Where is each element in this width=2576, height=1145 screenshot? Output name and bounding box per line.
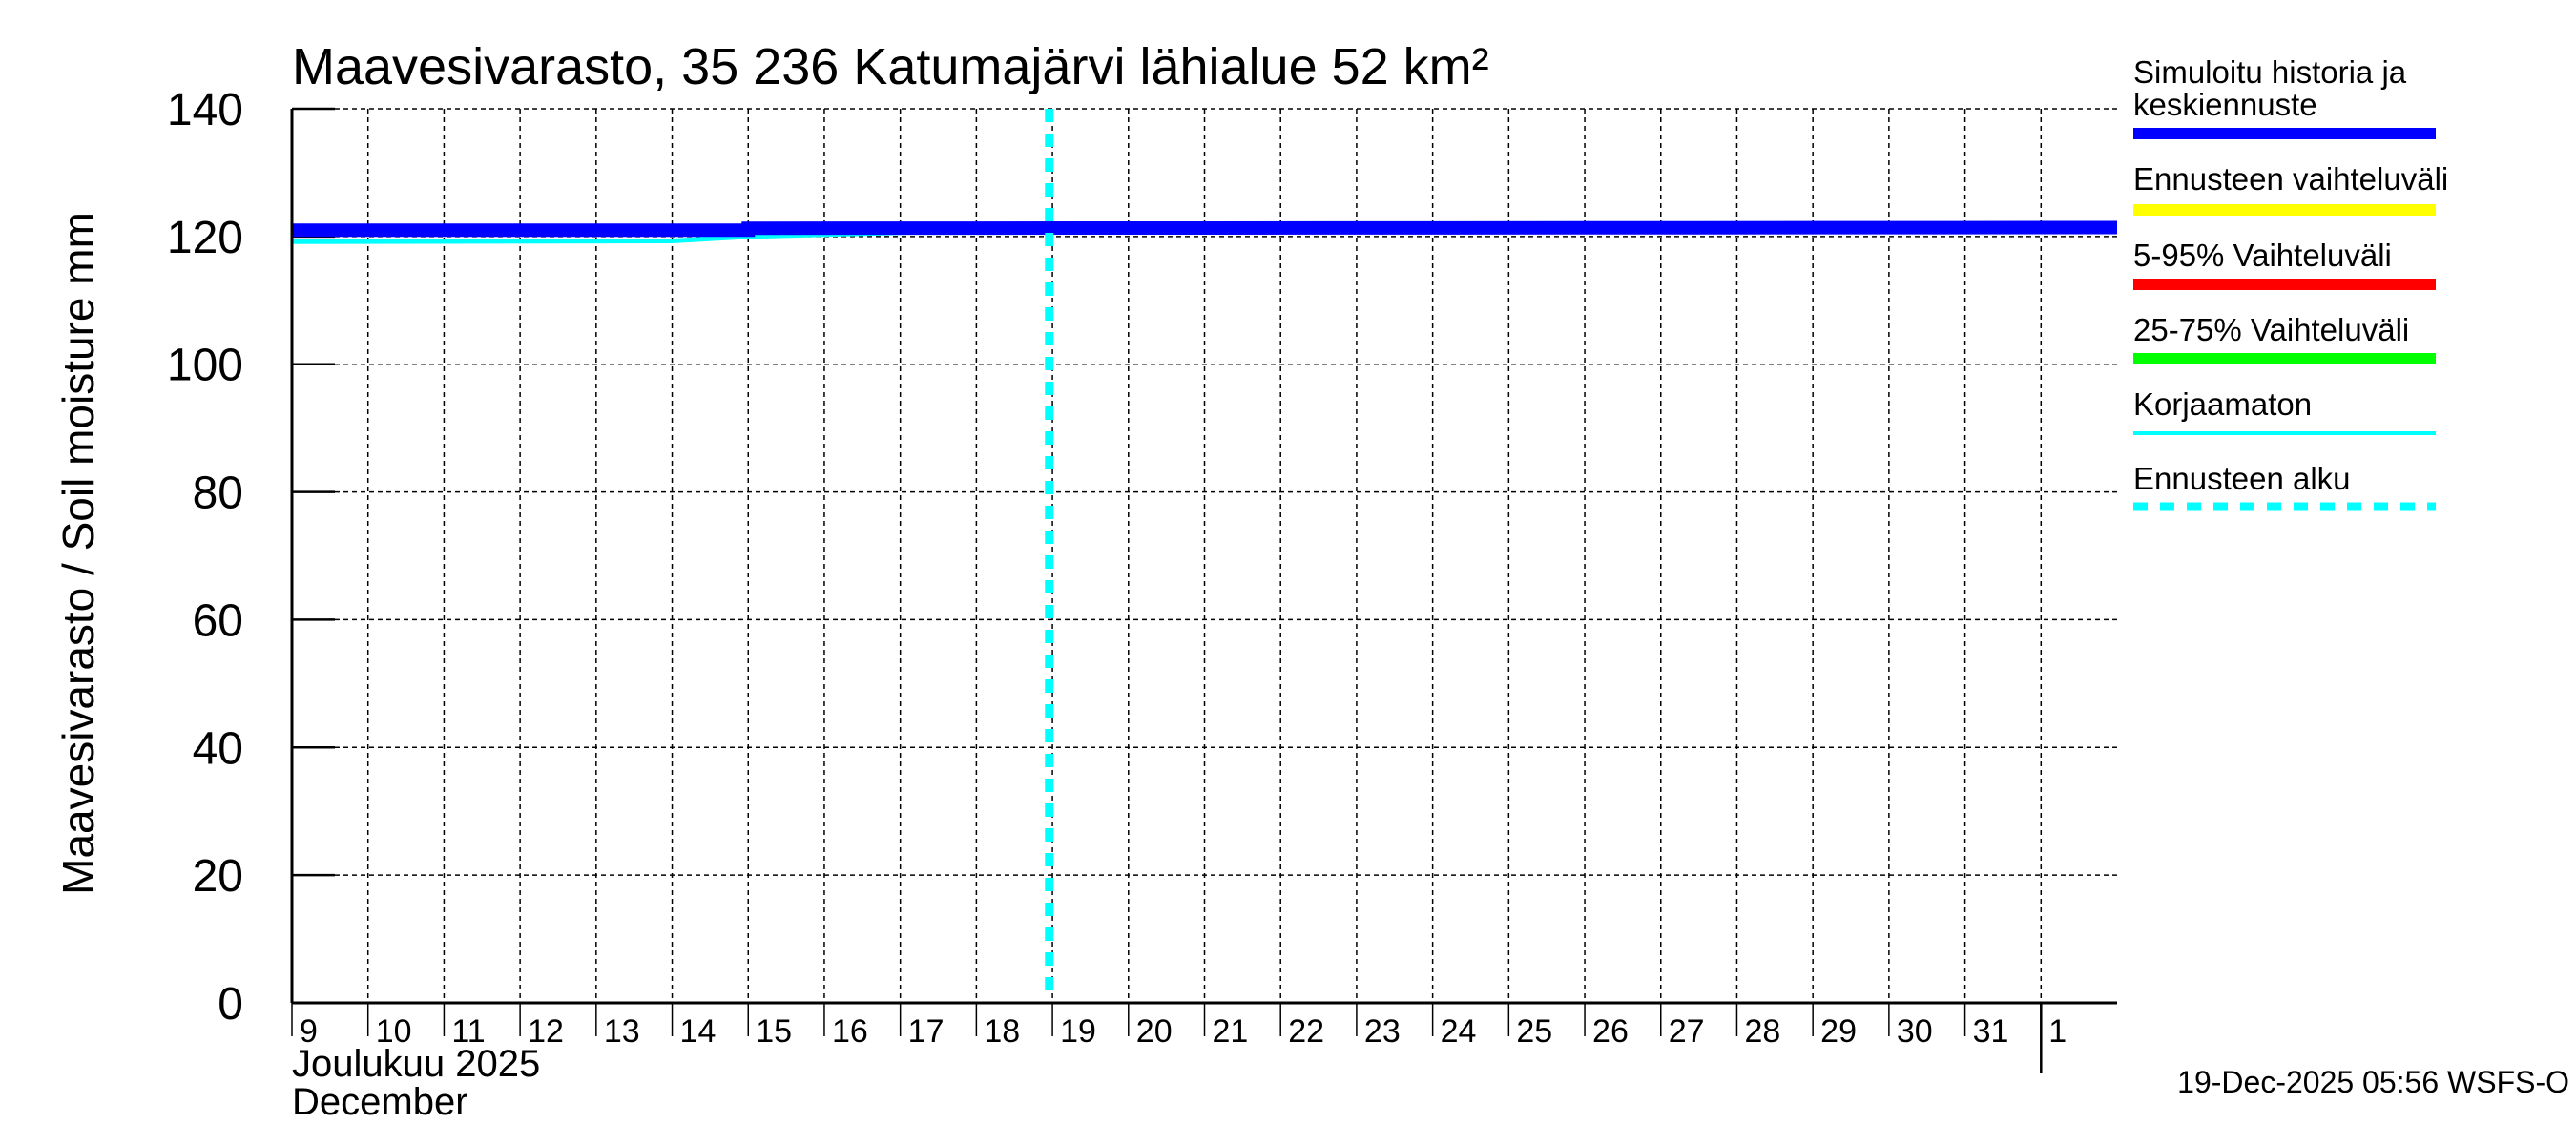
x-tick-label: 25 [1516, 1013, 1552, 1050]
y-tick-label: 0 [218, 979, 243, 1030]
x-tick-label: 17 [908, 1013, 945, 1050]
x-tick-label: 11 [451, 1013, 485, 1050]
x-tick-label: 24 [1441, 1013, 1477, 1050]
x-axis-month-label-en: December [292, 1081, 468, 1123]
legend-label: keskiennuste [2133, 87, 2317, 122]
x-axis-month-label: Joulukuu 2025 [292, 1043, 540, 1085]
x-tick-label: 19 [1060, 1013, 1096, 1050]
chart-title: Maavesivarasto, 35 236 Katumajärvi lähia… [292, 38, 1489, 95]
y-tick-label: 20 [193, 851, 243, 902]
y-tick-label: 120 [167, 213, 243, 263]
x-tick-label: 14 [680, 1013, 717, 1050]
series-line-simulated [292, 220, 2118, 238]
y-tick-label: 40 [193, 723, 243, 774]
legend-label: 5-95% Vaihteluväli [2133, 238, 2392, 273]
axes [290, 109, 2117, 1073]
x-tick-label: 10 [376, 1013, 412, 1050]
y-tick-label: 80 [193, 468, 243, 519]
x-tick-label: 23 [1364, 1013, 1401, 1050]
x-tick-label: 13 [604, 1013, 640, 1050]
x-tick-label: 21 [1213, 1013, 1249, 1050]
x-tick-label: 28 [1744, 1013, 1780, 1050]
y-tick-label: 140 [167, 85, 243, 135]
footer-timestamp: 19-Dec-2025 05:56 WSFS-O [2177, 1065, 2569, 1099]
x-tick-label: 22 [1288, 1013, 1324, 1050]
x-tick-label: 29 [1820, 1013, 1857, 1050]
legend-label: 25-75% Vaihteluväli [2133, 312, 2409, 347]
x-tick-label: 9 [300, 1013, 318, 1050]
x-tick-label: 27 [1669, 1013, 1705, 1050]
legend-label: Ennusteen alku [2133, 461, 2351, 496]
x-tick-label: 30 [1897, 1013, 1933, 1050]
x-tick-label: 12 [528, 1013, 564, 1050]
x-tick-label: 26 [1592, 1013, 1629, 1050]
series-layer [291, 109, 2118, 1003]
legend-label: Korjaamaton [2133, 386, 2312, 422]
x-tick-label: 20 [1136, 1013, 1173, 1050]
x-tick-label: 31 [1973, 1013, 2009, 1050]
y-tick-label: 60 [193, 595, 243, 646]
y-tick-label: 100 [167, 341, 243, 391]
legend-label: Ennusteen vaihteluväli [2133, 161, 2448, 197]
x-tick-label: 1 [2048, 1013, 2067, 1050]
y-axis-label: Maavesivarasto / Soil moisture mm [53, 212, 103, 895]
x-tick-label: 16 [832, 1013, 868, 1050]
x-tick-label: 18 [984, 1013, 1020, 1050]
legend-label: Simuloitu historia ja [2133, 54, 2407, 90]
x-axis-ticks: 9 10 11 12 13 14 15 16 17 18 19 20 21 22 23 24 25 26 27 28 2… [291, 1003, 2067, 1050]
x-tick-label: 15 [756, 1013, 792, 1050]
